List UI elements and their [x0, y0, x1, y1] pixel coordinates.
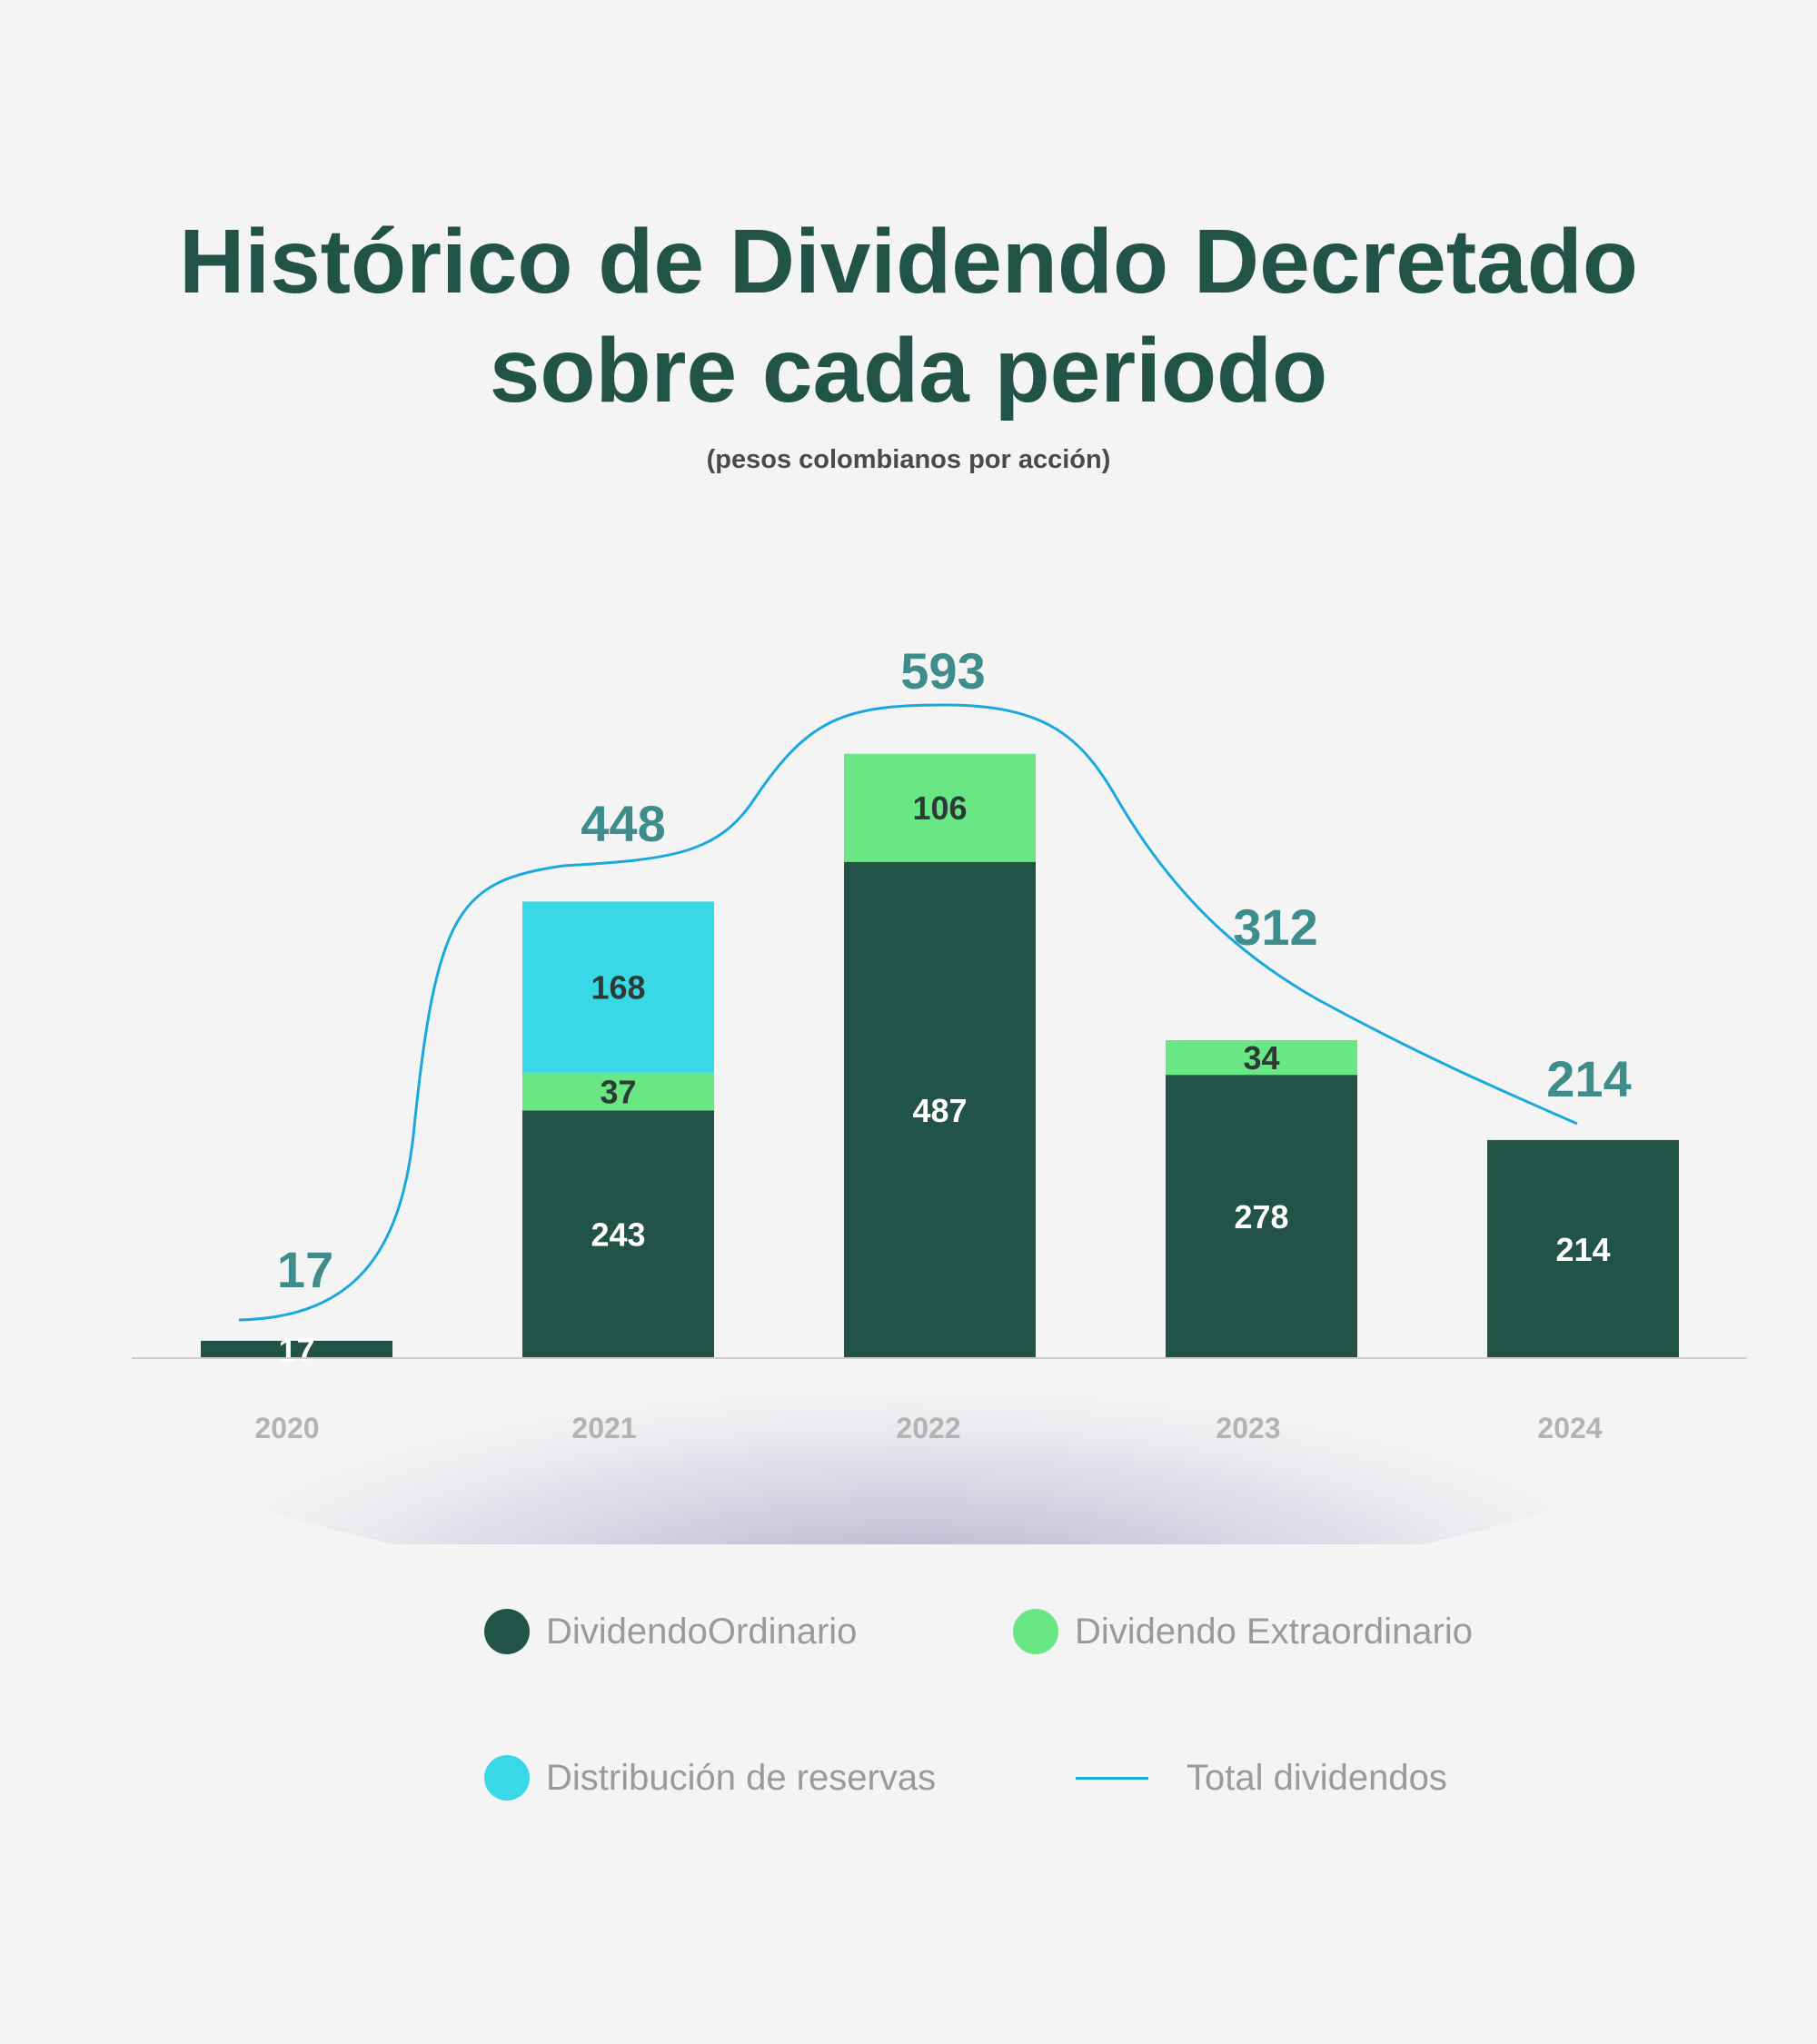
- chart-title-line-1: Histórico de Dividendo Decretado: [179, 211, 1638, 313]
- legend-item-extraordinario: Dividendo Extraordinario: [1013, 1604, 1473, 1659]
- dividend-chart: 17 243 37 168 487 106 278 34 214 2020 2021 2022 202…: [73, 642, 1746, 1544]
- bar-ordinario-2024: [1487, 1139, 1679, 1358]
- legend-swatch-ordinario: [484, 1609, 530, 1654]
- legend-swatch-reservas: [484, 1755, 530, 1801]
- bar-extraordinario-2022: [844, 753, 1036, 862]
- legend-swatch-extraordinario: [1013, 1609, 1058, 1654]
- total-label-2022: 593: [900, 642, 985, 700]
- bar-label-ordinario-2022: 487: [912, 1092, 967, 1129]
- bar-label-extraordinario-2021: 37: [600, 1074, 636, 1111]
- legend-label-total: Total dividendos: [1187, 1757, 1447, 1798]
- legend-item-reservas: Distribución de reservas: [484, 1751, 936, 1805]
- bar-extraordinario-2021: [522, 1072, 714, 1111]
- bar-label-ordinario-2023: 278: [1234, 1198, 1288, 1235]
- chart-title-line-2: sobre cada periodo: [489, 320, 1328, 422]
- total-label-2023: 312: [1233, 898, 1317, 956]
- x-tick-label-2022: 2022: [896, 1412, 960, 1444]
- legend-item-ordinario: DividendoOrdinario: [484, 1604, 857, 1659]
- legend-item-total: Total dividendos: [1076, 1751, 1447, 1805]
- bar-ordinario-2021: [522, 1110, 714, 1358]
- legend-label-ordinario: DividendoOrdinario: [546, 1611, 858, 1652]
- bar-ordinario-2022: [844, 861, 1036, 1358]
- bar-reservas-2021: [522, 901, 714, 1073]
- bar-label-ordinario-2024: 214: [1555, 1231, 1610, 1268]
- x-tick-label-2024: 2024: [1537, 1412, 1602, 1444]
- bar-label-ordinario-2021: 243: [591, 1216, 645, 1254]
- bar-label-extraordinario-2022: 106: [912, 789, 967, 827]
- total-label-2021: 448: [581, 795, 665, 852]
- bar-ordinario-2020: [201, 1340, 392, 1358]
- total-label-2024: 214: [1546, 1050, 1631, 1107]
- bar-label-extraordinario-2023: 34: [1243, 1039, 1279, 1077]
- total-dividendos-line: [238, 703, 1578, 1322]
- x-tick-label-2021: 2021: [571, 1412, 636, 1444]
- total-label-2020: 17: [277, 1241, 333, 1298]
- bar-label-ordinario-2020: 17: [278, 1331, 314, 1368]
- chart-title: Histórico de Dividendo Decretado sobre c…: [0, 207, 1817, 425]
- x-tick-label-2023: 2023: [1216, 1412, 1280, 1444]
- chart-subtitle: (pesos colombianos por acción): [706, 445, 1111, 474]
- bar-label-reservas-2021: 168: [591, 969, 645, 1007]
- legend-label-extraordinario: Dividendo Extraordinario: [1075, 1611, 1474, 1652]
- legend-swatch-total: [1076, 1776, 1148, 1780]
- bar-extraordinario-2023: [1166, 1039, 1357, 1076]
- x-tick-label-2020: 2020: [254, 1412, 319, 1444]
- bar-ordinario-2023: [1166, 1075, 1357, 1358]
- legend-label-reservas: Distribución de reservas: [546, 1757, 937, 1798]
